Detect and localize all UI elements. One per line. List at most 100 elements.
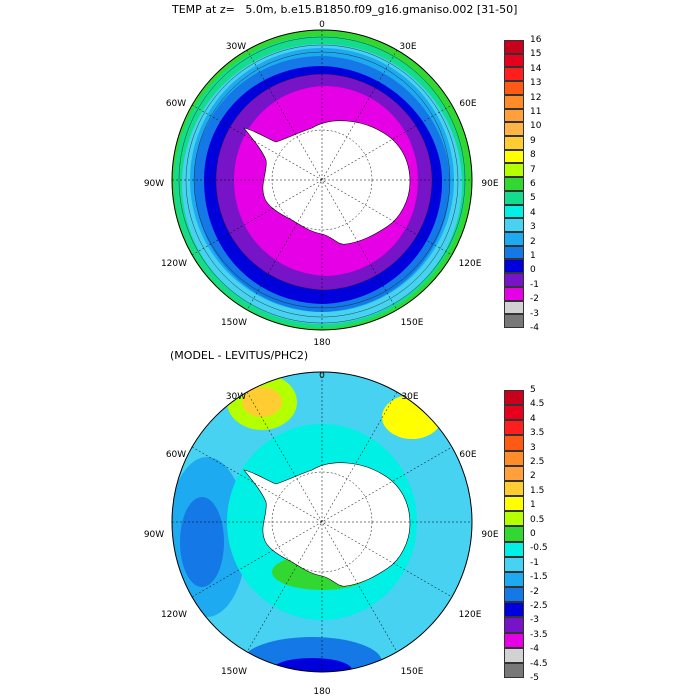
colorbar-swatch (504, 300, 524, 315)
lon-label-150e-bottom: 150E (400, 667, 424, 677)
lon-label-150e-top: 150E (400, 318, 424, 328)
colorbar-swatch (504, 136, 524, 150)
colorbar-tick-label: 13 (530, 78, 542, 89)
colorbar-tick-label: -1 (530, 557, 539, 568)
colorbar-tick-label: 7 (530, 164, 536, 175)
lon-label-60w-top: 60W (165, 99, 187, 109)
lon-label-180-bottom: 180 (313, 687, 331, 697)
colorbar-swatch (504, 420, 524, 436)
lon-label-90w-top: 90W (143, 179, 165, 189)
lon-label-30w-top: 30W (225, 42, 247, 52)
colorbar-tick-label: 8 (530, 150, 536, 161)
lon-label-120w-bottom: 120W (160, 610, 188, 620)
lon-label-0-bottom: 0 (319, 371, 325, 381)
colorbar-tick-label: 3 (530, 222, 536, 233)
colorbar-swatch (504, 259, 524, 274)
colorbar-swatch (504, 541, 524, 557)
colorbar-swatch (504, 149, 524, 164)
colorbar-swatch (504, 496, 524, 512)
lon-label-30e-top: 30E (399, 42, 417, 52)
temperature-colorbar: 16 15 14 13 12 11 10 9 8 7 6 5 4 3 2 1 0 -1 -2 -3 -4 (504, 35, 544, 333)
colorbar-swatch (504, 40, 524, 54)
colorbar-tick-label: 0.5 (530, 514, 545, 525)
lon-label-120e-top: 120E (458, 259, 482, 269)
lon-label-120w-top: 120W (160, 259, 188, 269)
colorbar-swatch (504, 450, 524, 466)
colorbar-tick-label: 6 (530, 179, 536, 189)
colorbar-swatch (504, 273, 524, 287)
colorbar-swatch (504, 286, 524, 301)
colorbar-tick-label: -3 (530, 308, 539, 319)
colorbar-tick-label: 1 (530, 251, 536, 261)
colorbar-swatch (504, 108, 524, 123)
lon-label-30w-bottom: 30W (225, 392, 247, 402)
diff-strong-negative-south (272, 658, 352, 672)
colorbar-tick-label: -4 (530, 644, 539, 655)
colorbar-tick-label: 5 (530, 193, 536, 204)
colorbar-swatch (504, 204, 524, 219)
colorbar-swatch (504, 177, 524, 191)
difference-polar-map (171, 371, 473, 673)
colorbar-tick-label: -3.5 (530, 629, 548, 640)
colorbar-swatch (504, 53, 524, 68)
colorbar-tick-label: 14 (530, 63, 542, 74)
colorbar-swatch (504, 617, 524, 633)
lon-label-180-top: 180 (313, 338, 331, 348)
map-boundary (171, 371, 473, 673)
colorbar-swatch (504, 480, 524, 497)
colorbar-swatch (504, 662, 524, 678)
colorbar-tick-label: -0.5 (530, 543, 548, 554)
colorbar-tick-label: 12 (530, 92, 542, 103)
colorbar-swatch (504, 218, 524, 232)
lon-label-120e-bottom: 120E (458, 610, 482, 620)
lon-label-150w-bottom: 150W (220, 667, 248, 677)
colorbar-tick-label: 4 (530, 207, 536, 218)
colorbar-tick-label: -2 (530, 294, 539, 305)
colorbar-tick-label: 15 (530, 49, 542, 60)
colorbar-tick-label: -1 (530, 279, 539, 290)
diff-strong-negative-west (180, 497, 224, 587)
colorbar-swatch (504, 647, 524, 663)
colorbar-tick-label: 1.5 (530, 485, 545, 496)
colorbar-tick-label: 2 (530, 471, 536, 482)
colorbar-swatch (504, 245, 524, 260)
colorbar-tick-label: 4 (530, 413, 536, 424)
colorbar-tick-label: -3 (530, 615, 539, 626)
colorbar-swatch (504, 122, 524, 136)
colorbar-tick-label: -1.5 (530, 572, 548, 583)
colorbar-swatch (504, 571, 524, 588)
antarctica-landmass (243, 120, 411, 245)
colorbar-tick-label: 3 (530, 442, 536, 453)
colorbar-tick-label: 10 (530, 121, 542, 132)
lon-label-90e-top: 90E (481, 179, 499, 189)
lon-label-90e-bottom: 90E (481, 530, 499, 540)
lon-label-60w-bottom: 60W (165, 450, 187, 460)
colorbar-swatch (504, 314, 524, 328)
lon-label-60e-top: 60E (459, 99, 477, 109)
colorbar-tick-label: 1 (530, 500, 536, 511)
colorbar-tick-label: 3.5 (530, 428, 545, 439)
colorbar-swatch (504, 587, 524, 603)
colorbar-tick-label: 11 (530, 107, 542, 117)
colorbar-swatch (504, 81, 524, 95)
colorbar-tick-label: 16 (530, 35, 542, 45)
colorbar-swatch (504, 390, 524, 406)
colorbar-tick-label: 5 (530, 385, 536, 395)
colorbar-tick-label: 2.5 (530, 457, 545, 467)
colorbar-tick-label: -4.5 (530, 658, 548, 669)
colorbar-tick-label: 9 (530, 135, 536, 146)
colorbar-tick-label: -5 (530, 673, 539, 683)
lon-label-90w-bottom: 90W (143, 530, 165, 540)
lon-label-0-top: 0 (319, 20, 325, 30)
antarctica-landmass (243, 462, 411, 587)
colorbar-swatch (504, 163, 524, 178)
colorbar-tick-label: -2.5 (530, 601, 548, 611)
lon-label-30e-bottom: 30E (401, 392, 419, 402)
colorbar-swatch (504, 405, 524, 421)
colorbar-swatch (504, 526, 524, 542)
colorbar-tick-label: 4.5 (530, 399, 545, 410)
difference-title: (MODEL - LEVITUS/PHC2) (170, 349, 309, 362)
colorbar-swatch (504, 190, 524, 205)
colorbar-swatch (504, 465, 524, 481)
diff-warm-30w (242, 387, 282, 417)
